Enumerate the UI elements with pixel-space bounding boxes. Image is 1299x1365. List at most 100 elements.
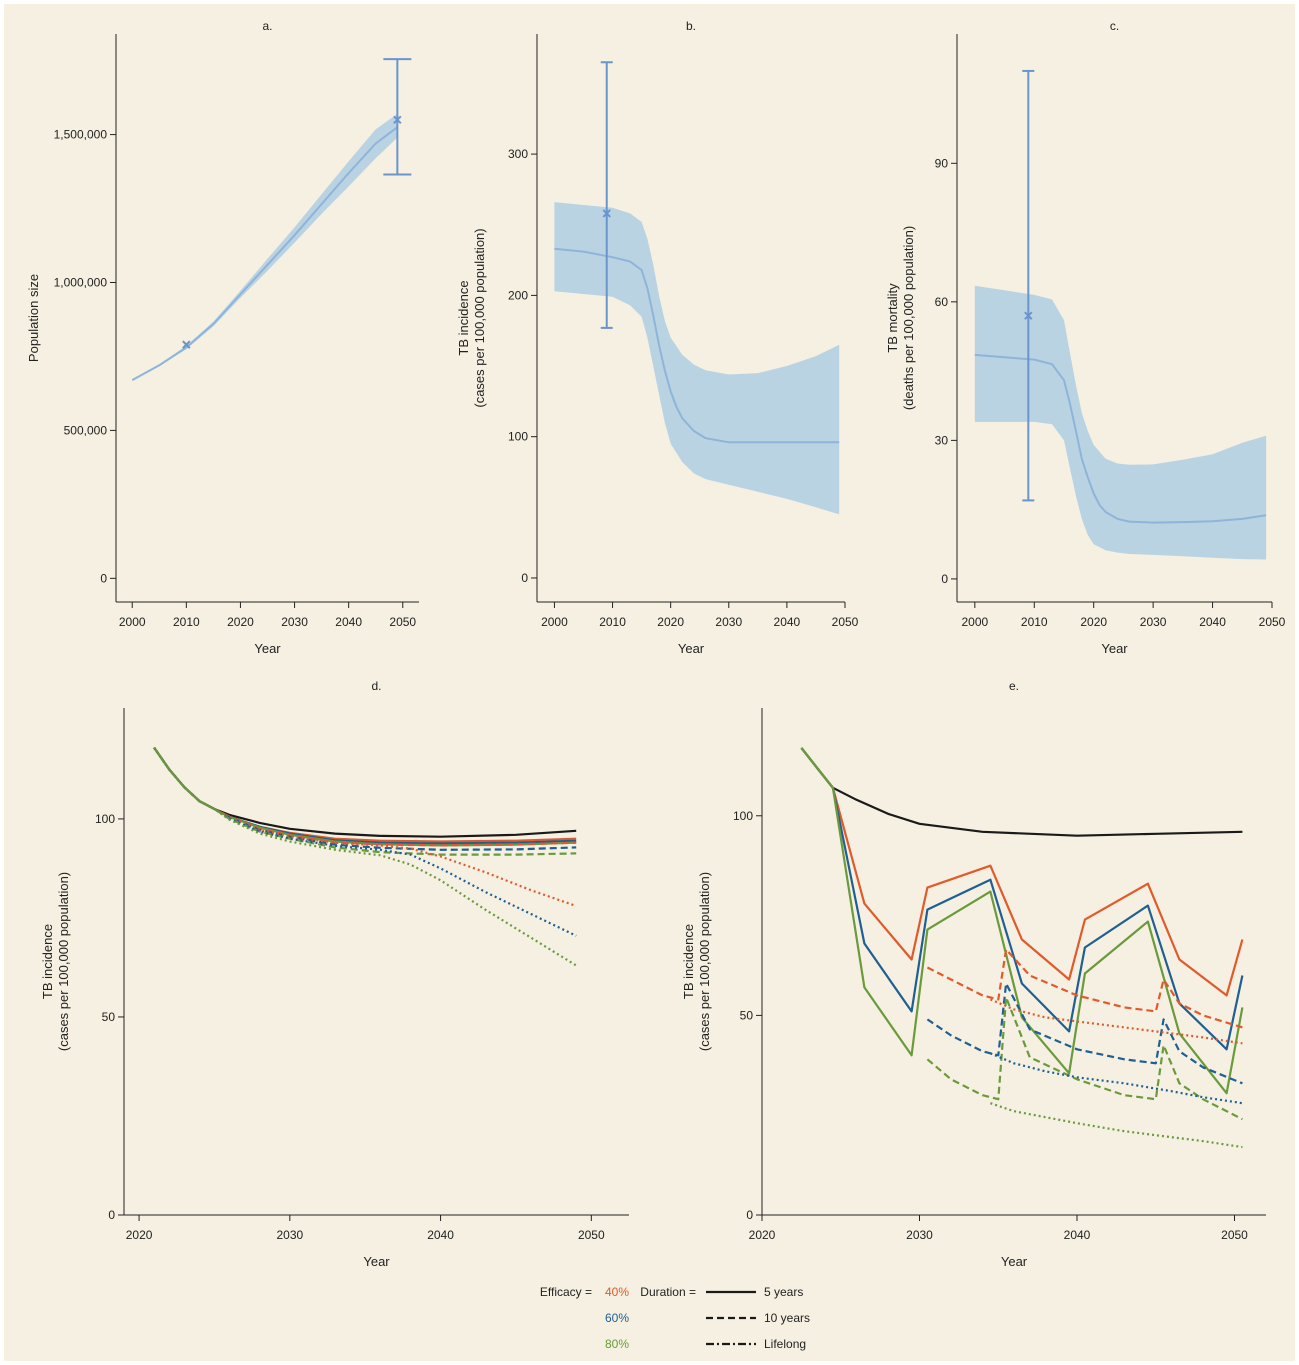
y-axis-label-units: (deaths per 100,000 population) (901, 226, 916, 410)
panel-title: e. (1009, 679, 1019, 693)
x-tick-label: 2030 (276, 1228, 303, 1242)
x-tick-label: 2010 (173, 615, 200, 629)
x-tick-label: 2020 (657, 615, 684, 629)
data-point-marker (393, 115, 402, 124)
uncertainty-band (132, 113, 398, 381)
y-tick-label: 0 (746, 1208, 753, 1222)
x-axis-label: Year (363, 1254, 390, 1269)
panel-title: d. (371, 679, 381, 693)
x-tick-label: 2000 (119, 615, 146, 629)
legend-efficacy-item: 60% (605, 1311, 629, 1325)
y-axis-label-units: (cases per 100,000 population) (56, 872, 71, 1051)
data-point-marker (182, 340, 191, 349)
y-axis-label-units: (cases per 100,000 population) (697, 872, 712, 1051)
x-tick-label: 2030 (906, 1228, 933, 1242)
series-line-e80-solid (153, 746, 577, 847)
y-tick-label: 90 (935, 156, 949, 170)
series-line-e40-solid (153, 746, 577, 843)
uncertainty-band (554, 202, 840, 515)
series-line-e40-solid (800, 747, 1244, 997)
y-tick-label: 50 (740, 1008, 754, 1022)
y-tick-label: 100 (95, 812, 115, 826)
x-axis-label: Year (1001, 1254, 1028, 1269)
series-line-e80-dashed (153, 746, 577, 856)
x-tick-label: 2050 (1259, 615, 1286, 629)
x-axis-label: Year (1101, 641, 1128, 656)
x-tick-label: 2020 (749, 1228, 776, 1242)
legend-duration-item: 5 years (764, 1285, 803, 1299)
y-tick-label: 50 (102, 1010, 116, 1024)
panel-title: a. (262, 19, 272, 33)
series-line-e80-dotted (990, 1102, 1243, 1149)
chart-panel-c: c. 0 30 60 90 2000 2010 2020 2030 2040 2050 Year TB … (885, 19, 1286, 656)
x-axis-label: Year (254, 641, 281, 656)
series-line-central (131, 126, 399, 381)
marker-stroke (393, 115, 402, 124)
x-tick-label: 2000 (541, 615, 568, 629)
series-line-e80-dashed (926, 996, 1243, 1121)
x-tick-label: 2040 (427, 1228, 454, 1242)
x-tick-label: 2040 (1199, 615, 1226, 629)
series-line-e40-dashed (926, 948, 1243, 1029)
marker-stroke (182, 340, 191, 349)
x-tick-label: 2030 (281, 615, 308, 629)
x-tick-label: 2050 (1221, 1228, 1248, 1242)
x-tick-label: 2040 (774, 615, 801, 629)
figure: a. 0 500,000 1,000,000 1,500,000 2000 2010 2020… (4, 4, 1295, 1361)
x-tick-label: 2020 (1080, 615, 1107, 629)
y-tick-label: 0 (100, 571, 107, 585)
chart-panel-b: b. 0 100 200 300 2000 2010 2020 2030 2040 2050 Year… (456, 19, 859, 656)
y-tick-label: 200 (508, 288, 528, 302)
legend-efficacy-item: 80% (605, 1337, 629, 1351)
series-line-e40-dotted (989, 998, 1243, 1045)
series-line-e60-dashed (926, 982, 1243, 1085)
uncertainty-band (974, 285, 1267, 560)
x-tick-label: 2020 (227, 615, 254, 629)
chart-panel-d: d. 0 50 100 2020 2030 2040 2050 Year TB incidence… (40, 679, 629, 1269)
x-tick-label: 2040 (335, 615, 362, 629)
chart-panel-a: a. 0 500,000 1,000,000 1,500,000 2000 2010 2020… (26, 19, 419, 656)
y-tick-label: 300 (508, 147, 528, 161)
x-tick-label: 2050 (389, 615, 416, 629)
series-line-e80-solid (800, 747, 1244, 1095)
data-point-marker (602, 209, 611, 218)
x-axis-label: Year (678, 641, 705, 656)
panel-title: b. (686, 19, 696, 33)
data-point-marker (1024, 311, 1033, 320)
x-tick-label: 2020 (126, 1228, 153, 1242)
legend-efficacy-label: Efficacy = (540, 1285, 592, 1299)
y-tick-label: 1,500,000 (54, 128, 108, 142)
y-axis-label: TB incidence (681, 924, 696, 999)
legend-efficacy-item: 40% (605, 1285, 629, 1299)
y-tick-label: 500,000 (64, 423, 108, 437)
x-tick-label: 2010 (599, 615, 626, 629)
marker-stroke (602, 209, 611, 218)
series-line-e60-solid (800, 747, 1244, 1051)
x-tick-label: 2050 (832, 615, 859, 629)
y-tick-label: 30 (935, 433, 949, 447)
y-tick-label: 1,000,000 (54, 276, 108, 290)
x-tick-label: 2030 (715, 615, 742, 629)
x-tick-label: 2030 (1140, 615, 1167, 629)
y-axis-label: Population size (26, 274, 41, 362)
legend-duration-label: Duration = (640, 1285, 696, 1299)
series-line-baseline-solid (800, 747, 1243, 837)
chart-panel-e: e. 0 50 100 2020 2030 2040 2050 Year TB incidence… (681, 679, 1266, 1269)
series-line-baseline-solid (153, 746, 577, 838)
legend-duration-item: Lifelong (764, 1337, 806, 1351)
series-line-e60-dotted (989, 1052, 1243, 1105)
legend: Efficacy = 40% 60% 80% Duration = 5 years 10 y… (540, 1285, 810, 1351)
series-line-central (554, 247, 840, 444)
y-axis-label: TB incidence (40, 924, 55, 999)
x-tick-label: 2050 (578, 1228, 605, 1242)
x-tick-label: 2010 (1021, 615, 1048, 629)
y-axis-label: TB mortality (885, 283, 900, 353)
x-tick-label: 2040 (1064, 1228, 1091, 1242)
y-tick-label: 0 (941, 572, 948, 586)
series-line-e40-dotted (153, 746, 577, 908)
x-tick-label: 2000 (961, 615, 988, 629)
series-line-e60-solid (153, 746, 577, 845)
legend-duration-item: 10 years (764, 1311, 810, 1325)
y-tick-label: 60 (935, 295, 949, 309)
